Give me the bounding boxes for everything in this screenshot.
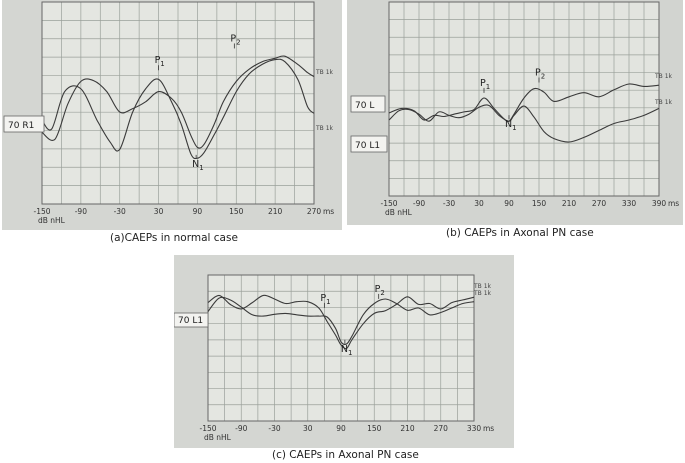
x-tick-label: 150	[367, 424, 382, 433]
y-unit-label: dB nHL	[385, 208, 413, 217]
channel-label-box	[3, 115, 45, 133]
x-unit-label: ms	[323, 207, 334, 216]
series-line-2	[41, 55, 315, 149]
peak-label-subscript: 2	[236, 38, 240, 46]
series-legend-label: TB 1k	[654, 73, 673, 80]
x-tick-label: 390	[652, 199, 667, 208]
series-legend-label: TB 1k	[473, 283, 492, 290]
chart-a-svg: -150 -90 -30 30 90 150 210 270 ms dB nHL TB 1k TB 1…	[2, 0, 342, 230]
peak-label-subscript: 1	[486, 83, 490, 91]
caption-c: (c) CAEPs in Axonal PN case	[272, 449, 419, 461]
chart-a-frame	[41, 1, 315, 205]
chart-panel-b: -150 -90 -30 30 90 150 210 270 330 390 ms dB nHL TB …	[347, 0, 683, 225]
series-legend-label: TB 1k	[654, 99, 673, 106]
x-tick-label: 270	[307, 207, 322, 216]
chart-b-svg: -150 -90 -30 30 90 150 210 270 330 390 ms dB nHL TB …	[347, 0, 683, 225]
caption-b: (b) CAEPs in Axonal PN case	[446, 227, 594, 239]
peak-label: P2	[375, 284, 385, 297]
caption-a: (a)CAEPs in normal case	[110, 232, 238, 244]
peak-label-subscript: 1	[512, 124, 516, 132]
channel-label-box	[350, 135, 388, 153]
chart-panel-c: -150 -90 -30 30 90 150 210 270 330 ms dB nHL TB 1k T…	[174, 255, 514, 448]
y-unit-label: dB nHL	[204, 433, 232, 442]
peak-label: N1	[505, 119, 517, 132]
x-tick-label: 210	[562, 199, 577, 208]
x-unit-label: ms	[483, 424, 494, 433]
peak-label: P2	[230, 33, 240, 46]
peak-label: P1	[155, 55, 165, 68]
x-tick-label: -90	[413, 199, 425, 208]
x-tick-label: 210	[400, 424, 415, 433]
x-tick-label: 30	[474, 199, 484, 208]
chart-c-svg: -150 -90 -30 30 90 150 210 270 330 ms dB nHL TB 1kT…	[174, 255, 514, 448]
x-tick-label: 90	[504, 199, 514, 208]
x-tick-label: 330	[622, 199, 637, 208]
peak-label: P1	[480, 78, 490, 91]
x-tick-label: 210	[268, 207, 283, 216]
x-tick-label: -90	[75, 207, 87, 216]
peak-label: N1	[341, 344, 353, 357]
peak-label-subscript: 1	[348, 349, 352, 357]
series-line-1	[41, 58, 315, 160]
x-tick-label: 90	[193, 207, 203, 216]
peak-label-subscript: 1	[326, 298, 330, 306]
chart-c-frame	[207, 274, 475, 422]
channel-label: 70 R1	[8, 121, 34, 131]
chart-b-frame	[388, 1, 660, 197]
series-legend-label: TB 1k	[315, 69, 334, 76]
channel-label: 70 L	[355, 101, 374, 111]
channel-label-box	[174, 312, 209, 328]
chart-panel-a: -150 -90 -30 30 90 150 210 270 ms dB nHL TB 1k TB 1…	[2, 0, 342, 230]
peak-label-subscript: 1	[160, 60, 164, 68]
series-legend-label: TB 1k	[473, 290, 492, 297]
peak-label-subscript: 2	[541, 72, 545, 80]
series-line-2	[207, 296, 475, 345]
peak-label-subscript: 1	[199, 164, 203, 172]
x-tick-label: -30	[114, 207, 126, 216]
x-tick-label: -150	[33, 207, 50, 216]
peak-label: N1	[192, 159, 204, 172]
x-tick-label: 90	[336, 424, 346, 433]
x-tick-label: 150	[229, 207, 244, 216]
channel-label: 70 L1	[355, 141, 380, 151]
x-tick-label: 30	[154, 207, 164, 216]
x-tick-label: -150	[380, 199, 397, 208]
peak-label: P2	[535, 67, 545, 80]
x-tick-label: 270	[592, 199, 607, 208]
y-unit-label: dB nHL	[38, 216, 66, 225]
x-tick-label: -30	[268, 424, 280, 433]
x-tick-label: -90	[235, 424, 247, 433]
x-tick-label: -150	[199, 424, 216, 433]
series-legend-label: TB 1k	[315, 125, 334, 132]
chart-a-grid	[41, 1, 315, 205]
x-tick-label: 150	[532, 199, 547, 208]
channel-label-box	[350, 95, 386, 113]
series-line-1	[207, 294, 475, 350]
x-tick-label: -30	[443, 199, 455, 208]
x-tick-label: 330	[467, 424, 482, 433]
x-tick-label: 270	[434, 424, 449, 433]
channel-label: 70 L1	[178, 316, 203, 326]
series-line-2	[388, 104, 660, 143]
x-tick-label: 30	[303, 424, 313, 433]
x-unit-label: ms	[668, 199, 679, 208]
peak-label-subscript: 2	[380, 289, 384, 297]
peak-label: P1	[320, 293, 330, 306]
